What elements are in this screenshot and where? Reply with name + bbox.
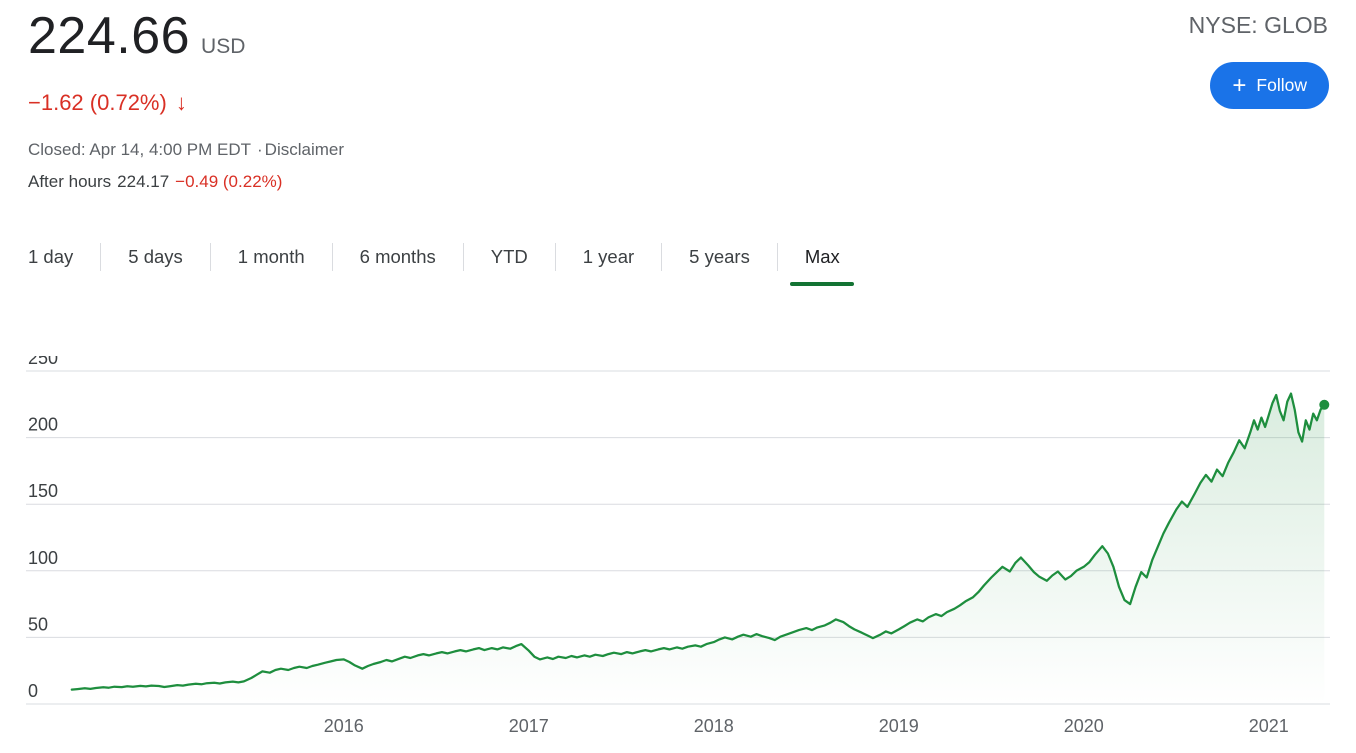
tab-label: 6 months: [359, 246, 436, 267]
tab-divider: [331, 243, 333, 271]
tab-divider: [209, 243, 211, 271]
tab-label: 5 days: [128, 246, 183, 267]
after-hours-row: After hours 224.17 −0.49 (0.22%): [28, 172, 282, 192]
tab-1-day[interactable]: 1 day: [28, 240, 100, 274]
tab-label: 5 years: [689, 246, 750, 267]
down-arrow-icon: ↓: [175, 90, 187, 115]
y-axis-label: 250: [28, 356, 58, 368]
plus-icon: +: [1232, 71, 1247, 99]
tab-divider: [661, 243, 663, 271]
tab-1-month[interactable]: 1 month: [211, 240, 332, 274]
tab-divider: [776, 243, 778, 271]
y-axis-label: 200: [28, 415, 58, 435]
chart-area: 0 50 100 150 200 250 2016 2017 2018 2019 2020 2021: [26, 348, 1330, 748]
x-axis-label: 2017: [509, 716, 549, 736]
market-status-text: Closed: Apr 14, 4:00 PM EDT: [28, 140, 251, 159]
after-hours-label: After hours: [28, 172, 112, 191]
disclaimer-link[interactable]: Disclaimer: [264, 140, 345, 159]
tab-5-days[interactable]: 5 days: [101, 240, 210, 274]
tab-label: 1 month: [237, 246, 305, 267]
exchange-ticker: NYSE: GLOB: [1188, 12, 1328, 38]
tab-5-years[interactable]: 5 years: [662, 240, 777, 274]
after-hours-change: −0.49 (0.22%): [175, 172, 283, 191]
tab-label: 1 day: [28, 246, 74, 267]
tab-label: Max: [804, 246, 840, 267]
tab-6-months[interactable]: 6 months: [333, 240, 463, 274]
follow-button-label: Follow: [1256, 75, 1307, 95]
tab-label: 1 year: [582, 246, 635, 267]
tab-ytd[interactable]: YTD: [464, 240, 555, 274]
y-axis-label: 50: [28, 614, 48, 634]
tab-divider: [100, 243, 102, 271]
tab-divider: [554, 243, 556, 271]
stock-price: 224.66: [28, 7, 191, 65]
tab-1-year[interactable]: 1 year: [556, 240, 661, 274]
range-tabs: 1 day 5 days 1 month 6 months YTD 1 year 5 yea…: [28, 240, 867, 286]
currency-label: USD: [201, 35, 246, 58]
y-axis-label: 100: [28, 548, 58, 568]
x-axis-label: 2018: [694, 716, 734, 736]
follow-button[interactable]: + Follow: [1210, 62, 1329, 109]
area-fill: [71, 393, 1325, 704]
separator-dot: ·: [257, 140, 263, 159]
price-change-row: −1.62 (0.72%) ↓: [28, 90, 187, 116]
tab-divider: [462, 243, 464, 271]
after-hours-price: 224.17: [117, 172, 170, 191]
last-price-dot: [1319, 399, 1330, 410]
market-status-row: Closed: Apr 14, 4:00 PM EDT · Disclaimer: [28, 140, 344, 160]
price-line: [70, 392, 1326, 691]
price-row: 224.66 USD: [28, 6, 245, 66]
tab-active-underline: [790, 282, 855, 286]
x-axis-label: 2019: [879, 716, 919, 736]
y-axis-label: 0: [28, 681, 38, 701]
x-axis-label: 2020: [1064, 716, 1104, 736]
tab-max[interactable]: Max: [778, 240, 867, 286]
y-axis-label: 150: [28, 481, 58, 501]
x-axis-label: 2016: [324, 716, 364, 736]
price-change: −1.62 (0.72%): [28, 90, 167, 115]
tab-label: YTD: [490, 246, 528, 267]
stock-chart-svg[interactable]: 0 50 100 150 200 250 2016 2017 2018 2019 2020 2021: [26, 348, 1330, 748]
x-axis-label: 2021: [1249, 716, 1289, 736]
